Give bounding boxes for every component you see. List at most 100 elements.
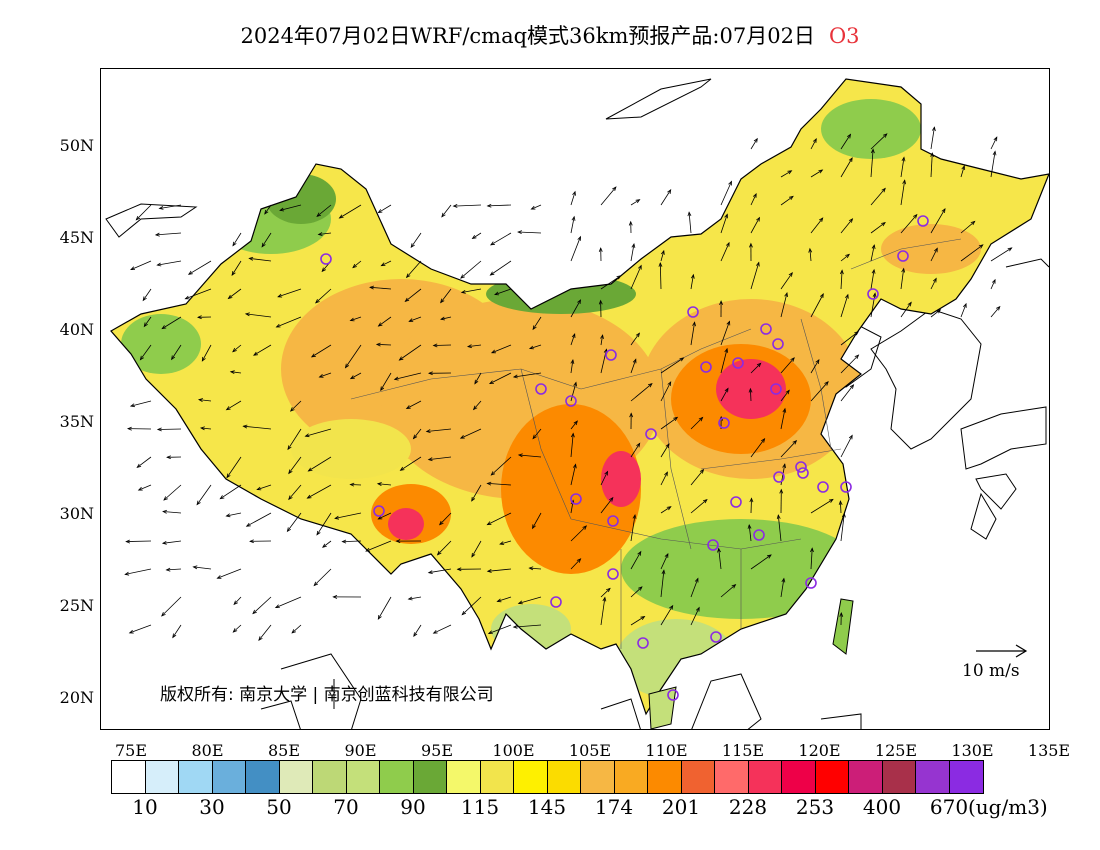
wind-arrow (810, 359, 820, 374)
wind-arrow (488, 624, 512, 634)
wind-arrow-head (441, 212, 446, 218)
wind-arrow (318, 232, 332, 235)
wind-arrow (780, 440, 797, 458)
wind-arrow (750, 554, 772, 570)
wind-arrow-head (785, 389, 790, 395)
wind-arrow-head (570, 432, 575, 438)
wind-arrow (810, 138, 817, 150)
wind-arrow-head (881, 221, 886, 227)
wind-arrow (185, 288, 212, 300)
wind-arrow-head (231, 271, 236, 276)
wind-arrow-head (242, 424, 248, 429)
wind-arrow-head (432, 629, 438, 634)
wind-arrow-head (398, 356, 404, 361)
wind-arrow-head (637, 550, 642, 556)
wind-arrow (660, 357, 684, 374)
latitude-label: 35N (59, 412, 94, 431)
wind-arrow (660, 553, 669, 570)
station-marker (773, 471, 785, 483)
wind-arrow (166, 568, 182, 571)
wind-arrow-head (466, 344, 473, 349)
wind-arrow (138, 484, 152, 491)
station-marker (607, 568, 619, 580)
wind-arrow-head (517, 230, 523, 235)
wind-arrow (311, 344, 332, 358)
wind-arrow-head (812, 137, 817, 143)
wind-arrow-head (690, 273, 695, 279)
wind-arrow (630, 443, 641, 458)
wind-arrow-head (784, 291, 788, 298)
latitude-label: 40N (59, 320, 94, 339)
wind-arrow (159, 204, 182, 209)
wind-arrow-head (439, 520, 444, 526)
wind-arrow (529, 567, 542, 570)
wind-arrow-head (338, 214, 344, 219)
station-marker (795, 461, 807, 473)
wind-arrow (408, 596, 422, 600)
wind-arrow (140, 344, 152, 360)
wind-arrow-head (848, 218, 854, 223)
wind-arrow (630, 243, 635, 262)
station-marker (535, 383, 547, 395)
wind-arrow-head (456, 567, 462, 572)
wind-arrow-head (532, 524, 536, 530)
wind-arrow-head (573, 420, 578, 426)
wind-arrow (660, 472, 668, 486)
wind-arrow (196, 484, 212, 505)
wind-arrow-head (471, 234, 477, 240)
wind-arrow-head (275, 323, 281, 328)
wind-arrow (960, 303, 967, 318)
wind-arrow (930, 127, 935, 150)
wind-arrow-head (749, 242, 753, 248)
wind-arrow (810, 548, 813, 570)
wind-arrow (335, 512, 362, 519)
wind-arrow (570, 382, 577, 402)
legend-swatch (782, 761, 816, 793)
wind-arrow (200, 427, 212, 430)
station-marker (667, 689, 679, 701)
wind-arrow (287, 512, 302, 532)
wind-arrow-head (756, 362, 762, 368)
wind-arrow-head (628, 220, 633, 226)
wind-arrow-head (139, 355, 145, 361)
wind-arrow (405, 288, 422, 302)
wind-arrow (570, 359, 574, 374)
wind-arrow-head (436, 550, 442, 556)
wind-arrow (161, 316, 182, 329)
wind-arrow-head (679, 357, 685, 362)
wind-arrow (750, 262, 760, 290)
wind-arrow (232, 232, 242, 246)
wind-arrow (570, 191, 576, 206)
wind-arrow-head (377, 515, 383, 520)
wind-arrow (460, 428, 482, 439)
wind-arrow (490, 232, 512, 246)
wind-arrow-head (512, 374, 518, 379)
station-marker (373, 505, 385, 517)
wind-arrow (322, 540, 332, 548)
wind-arrow-head (907, 301, 912, 307)
wind-arrow (518, 596, 542, 604)
wind-arrow-head (156, 427, 162, 432)
wind-arrow (659, 262, 662, 290)
wind-arrow-head (316, 212, 322, 217)
wind-arrow (226, 400, 242, 411)
longitude-label: 75E (114, 741, 148, 760)
wind-arrow-head (154, 232, 160, 237)
wind-arrow (307, 484, 332, 499)
legend-tick-label: 228 (728, 795, 768, 819)
wind-arrow (231, 260, 242, 276)
wind-arrow (413, 428, 422, 439)
wind-arrow-head (636, 442, 641, 448)
wind-arrow (840, 501, 842, 514)
wind-arrow (720, 242, 730, 262)
wind-arrow (777, 515, 782, 542)
station-marker (645, 428, 657, 440)
color-legend-bar (111, 760, 984, 794)
wind-arrow-head (755, 261, 760, 267)
wind-arrow (136, 204, 152, 221)
wind-arrow-head (287, 445, 292, 451)
wind-arrow (487, 483, 512, 486)
legend-swatch (212, 761, 246, 793)
wind-arrow (720, 321, 730, 346)
wind-arrow-head (629, 412, 634, 418)
